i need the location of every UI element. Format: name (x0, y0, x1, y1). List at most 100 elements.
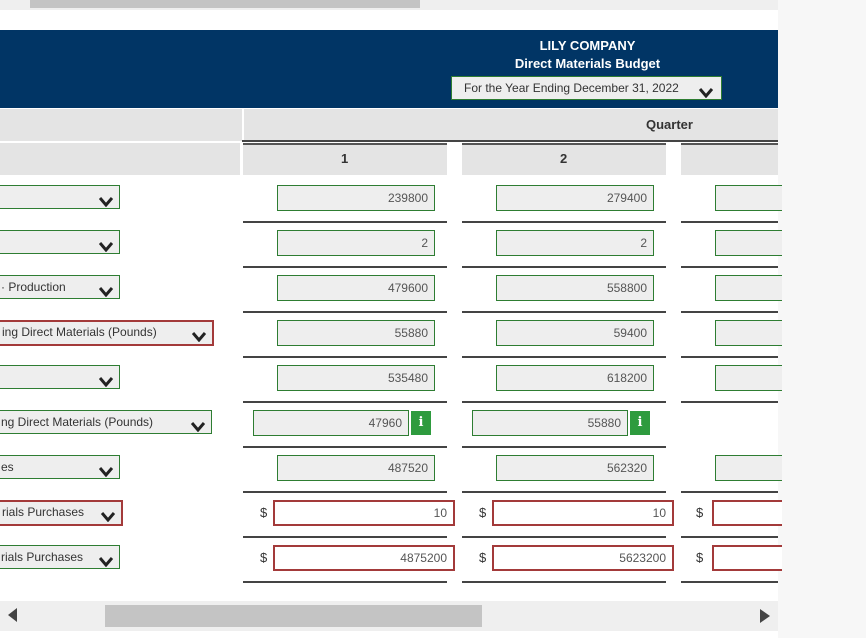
top-scrollbar[interactable] (0, 0, 778, 10)
arrow-right-icon[interactable] (760, 609, 770, 626)
chevron-down-icon (191, 328, 207, 344)
row-9-label-select[interactable]: rials Purchases (0, 545, 120, 569)
info-icon[interactable]: i (630, 411, 650, 435)
row-rule (243, 446, 447, 448)
arrow-left-icon[interactable] (8, 608, 18, 625)
row-2-q1-input[interactable]: 2 (277, 230, 435, 256)
row-9-q3-input[interactable] (712, 545, 782, 571)
row-rule (243, 311, 447, 313)
row-4-q3-input[interactable] (715, 320, 782, 346)
row-rule (462, 536, 666, 538)
quarter-header (0, 109, 778, 141)
period-select[interactable]: For the Year Ending December 31, 2022 (451, 76, 722, 100)
row-7-q2-input[interactable]: 562320 (496, 455, 654, 481)
row-rule (243, 536, 447, 538)
row-5-q1-input[interactable]: 535480 (277, 365, 435, 391)
dollar-sign: $ (696, 505, 704, 520)
column-header-2 (462, 143, 666, 175)
row-4-label-select[interactable]: ing Direct Materials (Pounds) (0, 320, 214, 346)
top-scrollbar-thumb[interactable] (30, 0, 420, 8)
row-rule (243, 221, 447, 223)
row-rule (462, 311, 666, 313)
row-6-q1-input[interactable]: 47960 (253, 410, 409, 436)
row-3-label-select[interactable]: · Production (0, 275, 120, 299)
row-rule (462, 266, 666, 268)
quarter-label: Quarter (646, 117, 693, 132)
quarter-header-divider (242, 109, 780, 141)
info-icon[interactable]: i (411, 411, 431, 435)
row-label-text: ng Direct Materials (Pounds) (1, 415, 154, 429)
row-label-text: es (1, 460, 14, 474)
row-5-label-select[interactable] (0, 365, 120, 389)
chevron-down-icon (98, 462, 114, 478)
row-6-q2-input[interactable]: 55880 (472, 410, 628, 436)
row-rule (243, 266, 447, 268)
dollar-sign: $ (696, 550, 704, 565)
chevron-down-icon (98, 552, 114, 568)
period-select-label: For the Year Ending December 31, 2022 (464, 81, 679, 95)
row-label-text: · Production (1, 280, 66, 294)
row-rule (243, 401, 447, 403)
dollar-sign: $ (260, 550, 268, 565)
row-1-label-select[interactable] (0, 185, 120, 209)
row-3-q2-input[interactable]: 558800 (496, 275, 654, 301)
row-7-label-select[interactable]: es (0, 455, 120, 479)
dollar-sign: $ (479, 550, 487, 565)
company-name: LILY COMPANY (539, 38, 636, 53)
column-1-label: 1 (341, 151, 349, 166)
row-rule (243, 581, 447, 583)
row-rule (462, 446, 666, 448)
bottom-scrollbar[interactable] (0, 601, 778, 631)
chevron-down-icon (98, 372, 114, 388)
row-2-q3-input[interactable] (715, 230, 782, 256)
row-rule (462, 401, 666, 403)
row-1-q3-input[interactable] (715, 185, 782, 211)
row-5-q2-input[interactable]: 618200 (496, 365, 654, 391)
dollar-sign: $ (260, 505, 268, 520)
chevron-down-icon (98, 282, 114, 298)
row-7-q3-input[interactable] (715, 455, 782, 481)
row-3-q3-input[interactable] (715, 275, 782, 301)
row-9-q2-input[interactable]: 5623200 (492, 545, 674, 571)
chevron-down-icon (98, 192, 114, 208)
row-label-text: rials Purchases (2, 505, 85, 519)
row-rule (681, 581, 778, 583)
row-rule (462, 356, 666, 358)
row-rule (681, 311, 778, 313)
row-8-q2-input[interactable]: 10 (492, 500, 674, 526)
right-edge-panel (778, 0, 866, 638)
budget-title: Direct Materials Budget (514, 56, 661, 71)
row-8-q1-input[interactable]: 10 (273, 500, 455, 526)
row-8-label-select[interactable]: rials Purchases (0, 500, 123, 526)
row-label-text: ing Direct Materials (Pounds) (2, 325, 157, 339)
row-label-text: rials Purchases (1, 550, 84, 564)
quarter-underline (242, 140, 778, 142)
row-6-label-select[interactable]: ng Direct Materials (Pounds) (0, 410, 212, 434)
row-9-q1-input[interactable]: 4875200 (273, 545, 455, 571)
row-2-q2-input[interactable]: 2 (496, 230, 654, 256)
chevron-down-icon (100, 508, 116, 524)
row-7-q1-input[interactable]: 487520 (277, 455, 435, 481)
row-1-q2-input[interactable]: 279400 (496, 185, 654, 211)
chevron-down-icon (698, 83, 714, 105)
bottom-scrollbar-thumb[interactable] (105, 605, 482, 627)
row-rule (462, 581, 666, 583)
row-1-q1-input[interactable]: 239800 (277, 185, 435, 211)
row-4-q2-input[interactable]: 59400 (496, 320, 654, 346)
row-rule (243, 356, 447, 358)
row-4-q1-input[interactable]: 55880 (277, 320, 435, 346)
row-5-q3-input[interactable] (715, 365, 782, 391)
row-rule (681, 221, 778, 223)
row-rule (462, 491, 666, 493)
column-header-label-area (0, 143, 240, 175)
chevron-down-icon (190, 417, 206, 433)
row-3-q1-input[interactable]: 479600 (277, 275, 435, 301)
column-header-1 (243, 143, 447, 175)
row-2-label-select[interactable] (0, 230, 120, 254)
row-rule (681, 401, 778, 403)
chevron-down-icon (98, 237, 114, 253)
column-2-label: 2 (560, 151, 568, 166)
column-header-3 (681, 143, 778, 175)
row-rule (462, 221, 666, 223)
row-8-q3-input[interactable] (712, 500, 782, 526)
